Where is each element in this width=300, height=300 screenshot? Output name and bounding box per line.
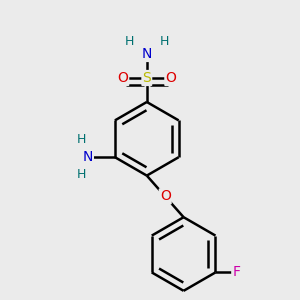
Text: H: H: [76, 168, 86, 181]
Text: O: O: [117, 71, 128, 85]
Text: H: H: [76, 133, 86, 146]
Text: O: O: [160, 189, 171, 203]
Text: H: H: [124, 35, 134, 48]
Text: O: O: [165, 71, 176, 85]
Text: N: N: [142, 47, 152, 61]
Text: S: S: [142, 71, 151, 85]
Text: H: H: [160, 35, 169, 48]
Text: N: N: [82, 150, 93, 164]
Text: F: F: [232, 266, 240, 279]
